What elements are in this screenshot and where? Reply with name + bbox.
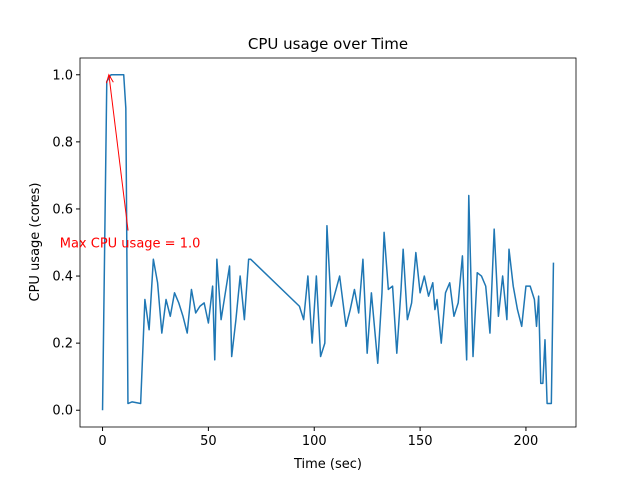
y-tick-label: 1.0 xyxy=(52,68,73,83)
plot-frame xyxy=(79,57,577,428)
y-tick-label: 0.6 xyxy=(52,202,73,217)
x-tick-label: 50 xyxy=(200,434,217,449)
data-line xyxy=(101,74,555,411)
y-tick-label: 0.8 xyxy=(52,135,73,150)
x-tick-label: 200 xyxy=(514,434,539,449)
x-tick-label: 150 xyxy=(408,434,433,449)
annotation-text: Max CPU usage = 1.0 xyxy=(60,237,201,252)
chart-title: CPU usage over Time xyxy=(248,35,408,53)
y-tick-label: 0.2 xyxy=(52,337,73,352)
y-tick-label: 0.4 xyxy=(52,270,73,285)
y-tick-label: 0.0 xyxy=(52,404,73,419)
x-tick-label: 100 xyxy=(302,434,327,449)
x-axis-label: Time (sec) xyxy=(293,457,362,472)
y-axis-label: CPU usage (cores) xyxy=(28,183,43,302)
annotation-arrowhead xyxy=(105,73,114,84)
annotation-arrow xyxy=(108,74,129,231)
x-tick-label: 0 xyxy=(98,434,106,449)
